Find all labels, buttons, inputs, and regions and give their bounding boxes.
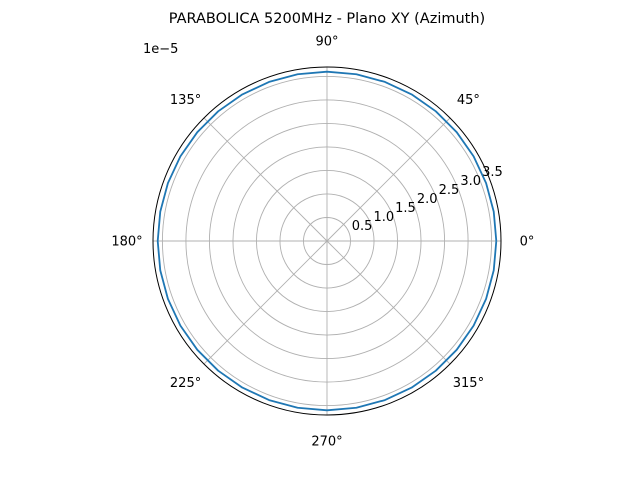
angle-tick-label-7: 315°: [453, 376, 484, 391]
radial-tick-label-6: 3.5: [482, 165, 503, 180]
radial-tick-label-2: 1.5: [395, 201, 416, 216]
radial-tick-label-5: 3.0: [460, 174, 481, 189]
angle-grid-line-3: [203, 117, 328, 242]
angle-grid-line-1: [326, 117, 451, 242]
series-layer: [156, 70, 498, 412]
radial-tick-label-0: 0.5: [352, 219, 373, 234]
angle-tick-label-5: 225°: [170, 376, 201, 391]
angle-tick-label-1: 45°: [457, 93, 480, 108]
radial-ticks: 0.51.01.52.02.53.03.5: [352, 165, 503, 234]
polar-frame: [152, 66, 502, 416]
grid: [153, 67, 501, 415]
angle-tick-label-4: 180°: [111, 235, 142, 250]
angle-grid-line-7: [326, 240, 451, 365]
angle-tick-label-6: 270°: [311, 435, 342, 450]
radial-tick-label-4: 2.5: [439, 183, 460, 198]
radial-tick-label-1: 1.0: [373, 210, 394, 225]
angle-tick-label-3: 135°: [170, 93, 201, 108]
chart-title: PARABOLICA 5200MHz - Plano XY (Azimuth): [169, 11, 485, 27]
angle-tick-label-2: 90°: [315, 35, 338, 50]
angle-ticks: 0° 45° 90° 135° 180° 225° 270° 315°: [111, 35, 534, 450]
series-line-0: [156, 70, 498, 412]
angle-tick-label-0: 0°: [520, 235, 535, 250]
angle-grid-line-5: [203, 240, 328, 365]
radial-tick-label-3: 2.0: [417, 192, 438, 207]
radial-offset-label: 1e−5: [143, 42, 178, 57]
